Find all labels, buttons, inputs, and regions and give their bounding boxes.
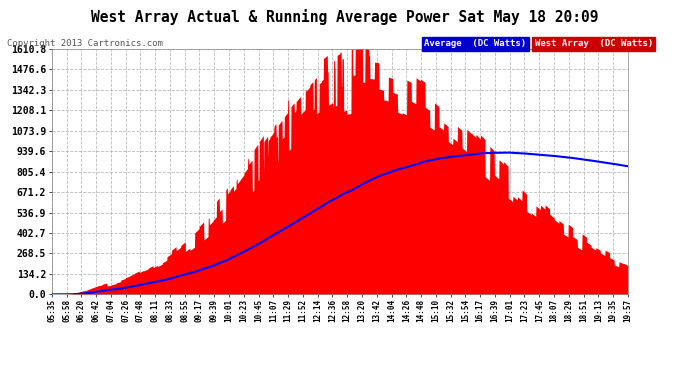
Text: Average  (DC Watts): Average (DC Watts) [424, 39, 526, 48]
Text: West Array  (DC Watts): West Array (DC Watts) [535, 39, 653, 48]
Text: West Array Actual & Running Average Power Sat May 18 20:09: West Array Actual & Running Average Powe… [91, 9, 599, 26]
Text: Copyright 2013 Cartronics.com: Copyright 2013 Cartronics.com [7, 39, 163, 48]
